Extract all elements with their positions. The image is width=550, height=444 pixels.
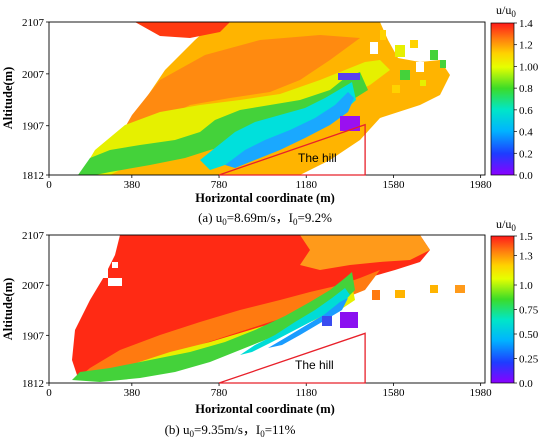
panel-b-field-empty xyxy=(360,290,485,383)
y-tick-label: 1907 xyxy=(22,121,45,133)
colorbar-tick-label: 0.0 xyxy=(519,378,533,390)
x-tick-label: 1580 xyxy=(382,179,405,191)
panel-b-patch xyxy=(395,290,405,298)
colorbar-tick-label: 0.6 xyxy=(519,105,533,117)
y-tick-label: 1907 xyxy=(22,330,45,342)
colorbar-tick-label: 1.3 xyxy=(519,251,533,263)
y-tick-label: 2107 xyxy=(22,17,45,29)
colorbar-tick-label: 0.4 xyxy=(519,127,533,139)
panel-b-field-green xyxy=(72,272,355,382)
panel-a-field-blue xyxy=(225,92,354,168)
panel-b-hill-label: The hill xyxy=(295,358,334,372)
panel-a-hill-outline xyxy=(218,123,366,176)
panel-b-field-orange2 xyxy=(300,235,430,270)
x-tick-label: 1980 xyxy=(470,179,493,191)
panel-a-gap xyxy=(370,42,378,54)
y-tick-label: 1812 xyxy=(22,378,44,390)
panel-b-gap xyxy=(108,278,122,286)
panel-a-x-ticks: 0 380 780 1180 1580 1980 xyxy=(46,175,492,191)
colorbar-tick-label: 0.50 xyxy=(519,329,539,341)
colorbar-tick-label: 1.4 xyxy=(519,18,533,30)
panel-a-patch xyxy=(400,70,410,80)
panel-a-colorbar-ticks: 0.0 0.2 0.4 0.6 0.8 1.00 1.2 1.4 xyxy=(514,18,539,182)
x-tick-label: 780 xyxy=(211,387,228,399)
x-tick-label: 380 xyxy=(124,179,141,191)
x-tick-label: 1580 xyxy=(382,387,405,399)
panel-a-patch xyxy=(440,60,446,68)
panel-a-hill-label: The hill xyxy=(298,151,337,165)
colorbar-tick-label: 0.25 xyxy=(519,354,539,366)
panel-a-field-red xyxy=(135,22,230,38)
panel-a-y-ticks: 1812 1907 2007 2107 xyxy=(22,17,49,182)
panel-a-xlabel: Horizontal coordinate (m) xyxy=(195,191,335,205)
y-tick-label: 1812 xyxy=(22,170,44,182)
panel-b-wake-patch xyxy=(322,316,332,326)
colorbar-tick-label: 0.75 xyxy=(519,305,539,317)
panel-a-patch xyxy=(395,45,405,57)
panel-b: 0 380 780 1180 1580 1980 1812 1907 2007 2107 The… xyxy=(1,217,539,439)
panel-b-y-ticks: 1812 1907 2007 2107 xyxy=(22,230,49,390)
x-tick-label: 1180 xyxy=(295,387,317,399)
panel-b-field-cyan xyxy=(240,288,350,355)
y-tick-label: 2007 xyxy=(22,280,45,292)
panel-b-field xyxy=(72,235,485,383)
colorbar-tick-label: 1.0 xyxy=(519,280,533,292)
panel-b-gap xyxy=(112,262,118,268)
panel-a-field-cyan xyxy=(200,82,356,170)
panel-b-x-ticks: 0 380 780 1180 1580 1980 xyxy=(46,383,492,399)
colorbar-tick-label: 1.2 xyxy=(519,40,533,52)
panel-b-patch xyxy=(430,285,438,293)
panel-a: 0 380 780 1180 1580 1980 1812 1907 2007 2107 The… xyxy=(1,3,539,227)
panel-a-gap xyxy=(416,62,424,72)
panel-b-field-yellow xyxy=(100,285,355,380)
y-tick-label: 2007 xyxy=(22,69,45,81)
panel-a-colorbar xyxy=(490,22,515,176)
x-tick-label: 0 xyxy=(46,387,52,399)
x-tick-label: 1980 xyxy=(470,387,493,399)
panel-a-colorbar-title: u/u0 xyxy=(496,3,516,19)
panel-a-patch xyxy=(430,50,438,60)
panel-a-patch xyxy=(380,30,386,40)
panel-b-colorbar-title: u/u0 xyxy=(496,217,516,233)
panel-a-wake-patch xyxy=(340,116,360,131)
x-tick-label: 380 xyxy=(124,387,141,399)
panel-a-ylabel: Altitude(m) xyxy=(1,67,15,130)
panel-a-field-green xyxy=(78,72,368,175)
colorbar-tick-label: 1.5 xyxy=(519,231,533,243)
panel-a-field-orange xyxy=(100,35,360,175)
panel-b-xlabel: Horizontal coordinate (m) xyxy=(195,402,335,416)
colorbar-tick-label: 0.8 xyxy=(519,83,533,95)
panel-b-colorbar xyxy=(490,235,515,384)
colorbar-tick-label: 0.0 xyxy=(519,170,533,182)
panel-a-patch xyxy=(420,80,426,86)
panel-b-hill-outline xyxy=(218,332,366,384)
x-tick-label: 0 xyxy=(46,179,52,191)
panel-b-patch xyxy=(455,285,465,293)
x-tick-label: 780 xyxy=(211,179,228,191)
panel-b-patch xyxy=(372,290,380,300)
y-tick-label: 2107 xyxy=(22,230,45,242)
panel-b-caption: (b) u0=9.35m/s，I0=11% xyxy=(165,422,296,439)
panel-b-colorbar-ticks: 0.0 0.25 0.50 0.75 1.0 1.3 1.5 xyxy=(514,231,539,390)
panel-a-field xyxy=(78,22,450,175)
panel-b-field-orange xyxy=(78,270,380,378)
colorbar-tick-label: 0.2 xyxy=(519,148,533,160)
panel-a-caption: (a) u0=8.69m/s，I0=9.2% xyxy=(198,210,332,227)
panel-a-patch xyxy=(410,40,418,48)
x-tick-label: 1180 xyxy=(295,179,317,191)
colorbar-tick-label: 1.00 xyxy=(519,61,539,73)
panel-a-patch xyxy=(392,85,400,93)
panel-a-wake-patch xyxy=(338,73,360,80)
panel-b-field-blue xyxy=(268,298,348,348)
panel-b-gap xyxy=(100,268,108,278)
panel-b-ylabel: Altitude(m) xyxy=(1,278,15,341)
panel-b-wake-patch xyxy=(340,312,358,328)
